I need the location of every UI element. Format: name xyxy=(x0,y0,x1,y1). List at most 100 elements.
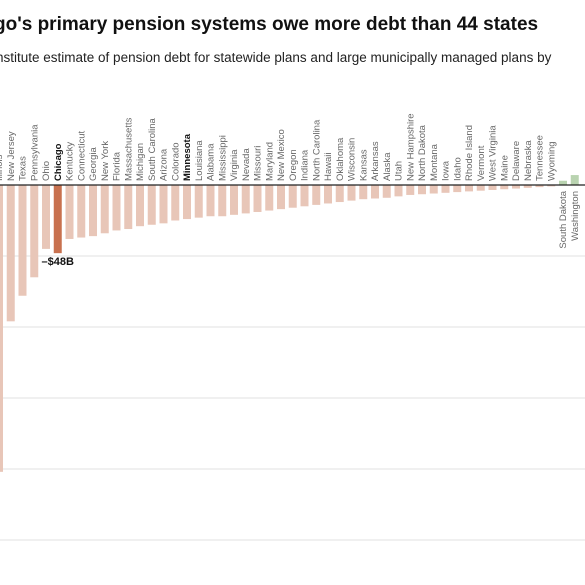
category-label: South Dakota xyxy=(558,190,569,248)
bar-nebraska xyxy=(523,185,532,188)
bar-wyoming xyxy=(547,185,556,187)
bar-colorado xyxy=(171,185,180,221)
chart-subtitle: nstitute estimate of pension debt for st… xyxy=(0,50,552,65)
bar-new-hampshire xyxy=(406,185,415,195)
category-label: Michigan xyxy=(135,143,146,181)
category-label: Rhode Island xyxy=(464,125,475,181)
category-label: Indiana xyxy=(300,149,311,181)
bar-vermont xyxy=(476,185,485,191)
bar-missouri xyxy=(253,185,262,212)
category-label: Florida xyxy=(112,151,123,181)
category-label: Pennsylvania xyxy=(29,124,40,181)
category-label: Delaware xyxy=(511,141,522,181)
bar-montana xyxy=(429,185,438,194)
category-label: Kentucky xyxy=(65,142,76,181)
category-label: Oregon xyxy=(288,149,299,181)
bar-wisconsin xyxy=(347,185,356,201)
category-label: Washington xyxy=(570,191,581,241)
bar-mississippi xyxy=(218,185,227,217)
category-label: Georgia xyxy=(88,146,99,181)
category-label: Maine xyxy=(499,155,510,181)
bar-new-mexico xyxy=(277,185,285,210)
category-label: Alaska xyxy=(382,152,393,181)
category-label: Nebraska xyxy=(523,140,534,181)
category-label: North Carolina xyxy=(311,119,322,181)
bar-north-carolina xyxy=(312,185,321,205)
bar-new-jersey xyxy=(6,185,15,322)
bar-illinois xyxy=(0,185,3,472)
bar-texas xyxy=(18,185,27,296)
bar-rhode-island xyxy=(465,185,473,192)
bar-nevada xyxy=(241,185,250,214)
bar-connecticut xyxy=(77,185,86,238)
category-label: New Jersey xyxy=(6,131,17,181)
bar-new-york xyxy=(100,185,109,234)
bar-south-dakota xyxy=(559,180,567,185)
category-label: North Dakota xyxy=(417,124,428,181)
category-label: Nevada xyxy=(241,148,252,181)
bar-alaska xyxy=(382,185,391,198)
category-label: Idaho xyxy=(452,157,463,181)
bar-idaho xyxy=(453,185,462,193)
category-label: West Virginia xyxy=(488,125,499,181)
bar-massachusetts xyxy=(124,185,133,230)
bar-washington xyxy=(570,175,579,185)
category-label: Hawaii xyxy=(323,152,334,181)
category-label: Oklahoma xyxy=(335,137,346,181)
category-label: New Mexico xyxy=(276,129,287,181)
bar-georgia xyxy=(89,185,97,237)
category-label: Ohio xyxy=(41,161,52,181)
category-label: Tennessee xyxy=(535,135,546,181)
category-label: Illinois xyxy=(0,154,5,181)
bar-arkansas xyxy=(371,185,379,199)
bar-west-virginia xyxy=(488,185,497,190)
category-label: Chicago xyxy=(53,143,64,181)
category-label: New Hampshire xyxy=(405,113,416,181)
bar-pennsylvania xyxy=(30,185,39,278)
category-label: Colorado xyxy=(170,142,181,181)
bar-indiana xyxy=(300,185,309,207)
category-label: Missouri xyxy=(253,146,264,181)
bar-minnesota xyxy=(183,185,191,220)
bar-alabama xyxy=(206,185,215,217)
bar-iowa xyxy=(441,185,450,193)
data-label: –$48B xyxy=(42,256,74,268)
bar-arizona xyxy=(159,185,168,224)
category-label: Iowa xyxy=(441,160,452,181)
category-label: Connecticut xyxy=(76,130,87,181)
bar-tennessee xyxy=(535,185,544,188)
category-label: Virginia xyxy=(229,149,240,181)
bar-louisiana xyxy=(194,185,203,218)
bar-kentucky xyxy=(65,185,74,239)
category-label: Wisconsin xyxy=(347,138,358,181)
category-label: Kansas xyxy=(358,149,369,181)
category-label: Wyoming xyxy=(546,141,557,181)
category-label: Texas xyxy=(18,156,29,181)
category-label: Massachusetts xyxy=(123,117,134,181)
bar-north-dakota xyxy=(418,185,426,195)
bar-florida xyxy=(112,185,121,231)
category-label: Alabama xyxy=(206,143,217,181)
category-label: Louisiana xyxy=(194,140,205,181)
bar-kansas xyxy=(359,185,368,200)
chart-title: go's primary pension systems owe more de… xyxy=(0,14,539,35)
bar-maryland xyxy=(265,185,274,211)
bar-delaware xyxy=(512,185,520,189)
category-label: South Carolina xyxy=(147,117,158,181)
bar-ohio xyxy=(42,185,50,249)
bar-chicago xyxy=(53,185,62,254)
category-label: Utah xyxy=(394,161,405,181)
bar-south-carolina xyxy=(147,185,156,225)
category-label: Arizona xyxy=(159,148,170,181)
bar-utah xyxy=(394,185,403,197)
category-label: Arkansas xyxy=(370,141,381,181)
category-label: New York xyxy=(100,141,111,181)
category-label: Mississippi xyxy=(217,135,228,181)
bar-oregon xyxy=(288,185,297,208)
bar-hawaii xyxy=(324,185,332,204)
bar-maine xyxy=(500,185,509,190)
category-label: Montana xyxy=(429,143,440,181)
category-label: Minnesota xyxy=(182,133,193,181)
bar-michigan xyxy=(136,185,144,227)
